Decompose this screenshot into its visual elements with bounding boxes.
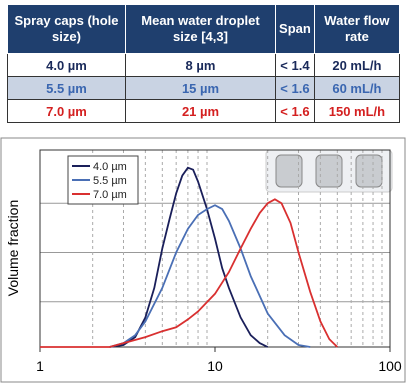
- table-cell: 7.0 µm: [7, 99, 126, 123]
- legend-label: 7.0 µm: [93, 189, 127, 201]
- legend-label: 4.0 µm: [93, 161, 127, 173]
- table-cell: < 1.6: [275, 99, 315, 123]
- table-cell: 60 mL/h: [313, 76, 401, 100]
- x-tick-label: 10: [207, 358, 223, 374]
- series-line: [109, 166, 269, 348]
- spray-cap-table: Spray caps (hole size) Mean water droplet…: [7, 4, 401, 123]
- table-row: 5.5 µm 15 µm < 1.6 60 mL/h: [7, 76, 401, 100]
- series-line: [40, 198, 338, 348]
- x-tick-label: 1: [36, 358, 44, 374]
- table-body: 4.0 µm 8 µm < 1.4 20 mL/h 5.5 µm 15 µm < 1.6 60…: [7, 53, 401, 123]
- legend-label: 5.5 µm: [93, 175, 127, 187]
- table-row: 4.0 µm 8 µm < 1.4 20 mL/h: [7, 53, 401, 77]
- header-cell: Span: [275, 4, 315, 54]
- plot-frame: [39, 149, 391, 348]
- table-cell: < 1.6: [275, 76, 315, 100]
- table-cell: 20 mL/h: [313, 53, 401, 77]
- table-cell: 4.0 µm: [7, 53, 126, 77]
- table-cell: 15 µm: [124, 76, 277, 100]
- header-row: Spray caps (hole size) Mean water droplet…: [7, 4, 401, 54]
- chart-frame: [0, 137, 406, 383]
- header-cell: Water flow rate: [313, 4, 401, 54]
- cap-icon: [355, 154, 383, 188]
- table-cell: 5.5 µm: [7, 76, 126, 100]
- x-tick-label: 100: [378, 358, 402, 374]
- series-line: [109, 204, 311, 348]
- header-cell: Mean water droplet size [4,3]: [124, 4, 277, 54]
- table-row: 7.0 µm 21 µm < 1.6 150 mL/h: [7, 99, 401, 123]
- table-cell: 150 mL/h: [313, 99, 401, 123]
- y-axis-label: Volume fraction: [5, 200, 21, 297]
- table-cell: 8 µm: [124, 53, 277, 77]
- legend: 4.0 µm 5.5 µm 7.0 µm: [67, 155, 139, 205]
- table-cell: 21 µm: [124, 99, 277, 123]
- spray-cap-icons: [265, 149, 393, 193]
- cap-icon: [275, 154, 303, 188]
- header-cell: Spray caps (hole size): [7, 4, 126, 54]
- table-cell: < 1.4: [275, 53, 315, 77]
- cap-icon: [315, 154, 343, 188]
